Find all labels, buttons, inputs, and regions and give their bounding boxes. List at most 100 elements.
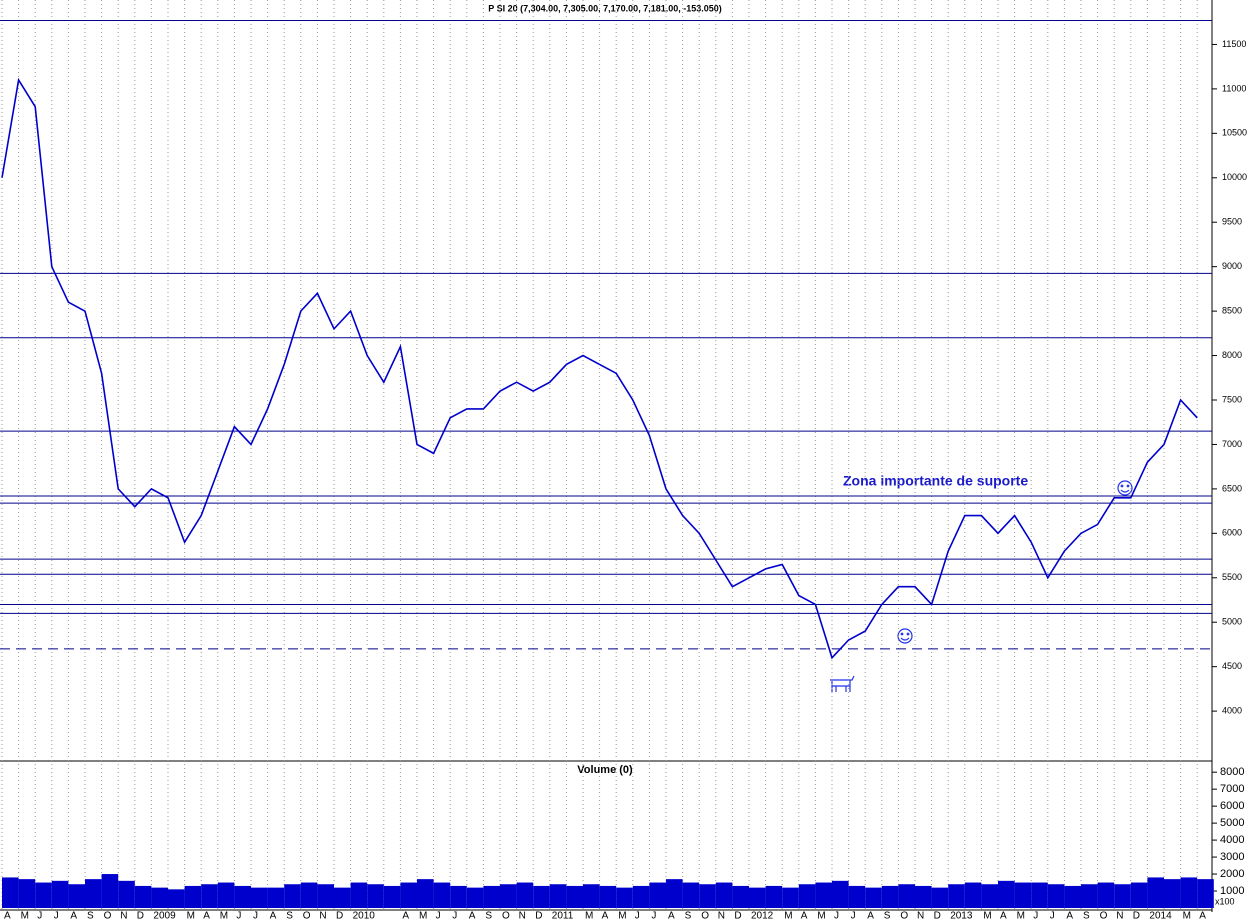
x-tick-label: M [419,911,427,922]
volume-bar [533,885,550,908]
volume-bar [134,885,152,908]
volume-bar [35,882,52,908]
x-tick-label: A [801,911,808,922]
y-tick-label: 4500 [1222,661,1242,671]
volume-bar [217,882,235,908]
x-tick-label: N [917,911,924,922]
x-tick-label: M [187,911,195,922]
x-tick-label: 2009 [153,911,176,922]
icons [830,480,1133,692]
x-tick-label: J [236,911,241,922]
volume-bar [251,887,268,908]
x-tick-label: M [618,911,626,922]
x-tick-label: 2011 [552,911,574,922]
x-tick-label: A [70,911,77,922]
y-tick-label: 7000 [1222,439,1242,449]
x-tick-label: A [469,911,476,922]
volume-bar [1081,884,1098,908]
x-tick-label: M [784,911,792,922]
x-tick-label: M [817,911,825,922]
volume-bar [417,879,434,908]
x-tick-label: D [535,911,542,922]
x-tick-label: D [137,911,144,922]
volume-bar [699,884,716,908]
y-tick-label: 1000 [1220,885,1244,897]
volume-bar [632,885,650,908]
x-tick-label: J [452,911,457,922]
x-tick-label: O [900,911,908,922]
y-tick-label: 4000 [1222,705,1242,715]
x-tick-label: N [519,911,526,922]
y-tick-label: 6500 [1222,483,1242,493]
y-tick-label: 9000 [1222,261,1242,271]
x-tick-label: S [485,911,492,922]
x-tick-label: J [253,911,258,922]
x-tick-label: S [685,911,692,922]
y-tick-label: 7500 [1222,394,1242,404]
x-tick-label: M [21,911,29,922]
x-tick-label: 2014 [1149,911,1172,922]
x-tick-label: D [934,911,941,922]
volume-bar [616,887,633,908]
volume-bar [1197,879,1214,908]
volume-bar [383,885,401,908]
chart-title: P SI 20 (7,304.00, 7,305.00, 7,170.00, 7… [488,3,722,13]
x-tick-label: N [319,911,326,922]
volume-bar [865,887,882,908]
volume-bar [500,884,517,908]
x-tick-label: A [602,911,609,922]
x-tick-label: J [54,911,59,922]
volume-bar [782,887,799,908]
x-tick-label: A [270,911,277,922]
y-tick-label: 8000 [1222,350,1242,360]
volume-bar [466,887,484,908]
volume-bar [1180,877,1198,908]
x-tick-label: A [867,911,874,922]
y-tick-label: 10500 [1222,128,1247,138]
volume-bar [881,885,899,908]
volume-bar [51,880,69,908]
y-tick-label: 9500 [1222,217,1242,227]
annotation: Zona importante de suporte [843,473,1028,489]
x-tick-label: 2010 [353,911,376,922]
x-tick-label: D [336,911,343,922]
volume-bar [433,882,451,908]
x-tick-label: J [1050,911,1055,922]
volume-bar [1064,885,1081,908]
volume-bar [68,884,85,908]
volume-bar [798,884,816,908]
x-tick-label: J [1033,911,1038,922]
volume-bar [964,882,982,908]
x-tick-label: O [104,911,112,922]
y-tick-label: 7000 [1220,783,1244,795]
volume-bar [234,885,251,908]
volume-bar [516,882,534,908]
x-tick-label: A [1000,911,1007,922]
volume-bar [832,880,849,908]
x-tick-label: O [701,911,709,922]
x-tick-label: A [668,911,675,922]
volume-bar [1031,882,1048,908]
x-tick-label: J [851,911,856,922]
volume-bar [583,884,600,908]
volume-bar [18,879,36,908]
volume-bar [948,884,965,908]
y-tick-label: 2000 [1220,868,1244,880]
x-tick-label: J [635,911,640,922]
x-tick-label: N [718,911,725,922]
volume-bar [815,882,832,908]
volume-bar [981,884,998,908]
x-tick-label: A [4,911,11,922]
volume-unit: x100 [1215,896,1235,906]
x-tick-label: J [651,911,656,922]
volume-bar [317,884,334,908]
x-tick-label: A [203,911,210,922]
volume-bar [400,882,417,908]
x-tick-label: O [303,911,311,922]
x-tick-label: O [1100,911,1108,922]
x-tick-label: D [734,911,741,922]
x-tick-label: S [884,911,891,922]
volume-bar [931,887,949,908]
volume-bar [1097,882,1115,908]
